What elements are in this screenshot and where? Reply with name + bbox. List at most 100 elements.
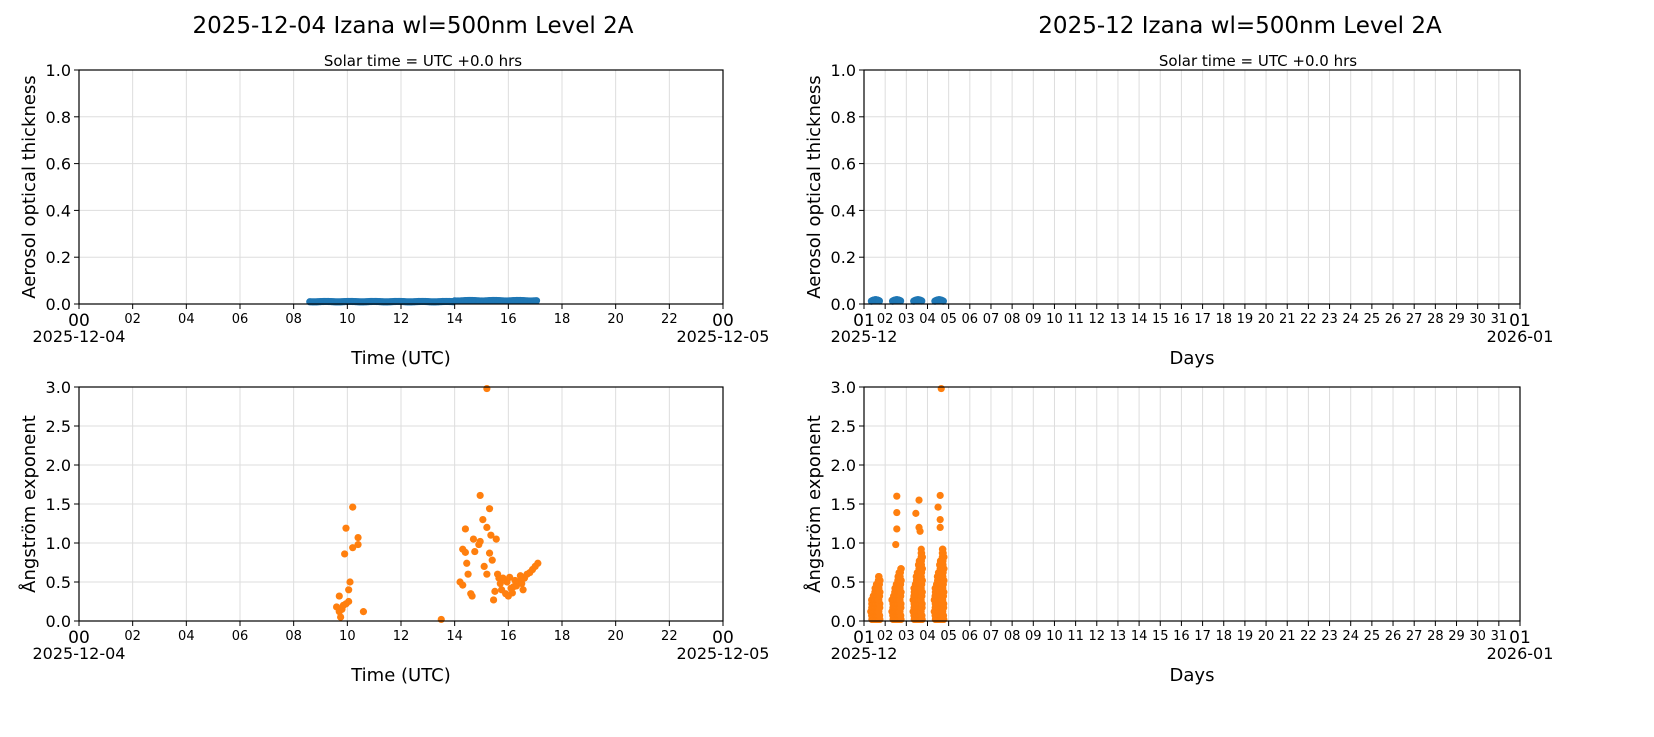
- data-point: [461, 548, 469, 556]
- x-date-left: 2025-12-04: [33, 327, 126, 346]
- data-point: [532, 297, 541, 305]
- data-point: [349, 503, 357, 511]
- x-tick-label: 15: [1152, 629, 1169, 644]
- data-point: [483, 570, 491, 578]
- y-tick-label: 0.4: [46, 201, 71, 220]
- data-point: [483, 523, 491, 532]
- y-tick-label: 1.0: [46, 534, 71, 553]
- x-tick-label: 28: [1427, 312, 1444, 327]
- monthly-aod-plot: 0.00.20.40.60.81.001 02 03 04 05 06 07 08 09 10 11…: [804, 61, 1553, 369]
- x-tick-label: 04: [919, 629, 936, 644]
- data-point: [897, 297, 905, 305]
- y-tick-label: 2.0: [46, 456, 71, 475]
- x-tick-label: 01: [853, 628, 875, 648]
- data-point: [463, 559, 471, 567]
- y-axis-label: Aerosol optical thickness: [19, 75, 40, 298]
- data-point: [915, 496, 923, 504]
- data-point: [506, 573, 514, 581]
- data-point: [939, 545, 947, 553]
- data-point: [335, 592, 343, 600]
- data-point: [471, 547, 479, 556]
- y-tick-label: 0.0: [46, 295, 71, 314]
- x-tick-label: 19: [1237, 312, 1254, 327]
- data-point: [342, 524, 350, 532]
- y-tick-label: 2.5: [46, 417, 71, 436]
- data-point: [485, 549, 494, 557]
- data-point: [516, 572, 525, 580]
- y-tick-label: 3.0: [831, 378, 856, 397]
- data-point: [359, 608, 368, 616]
- data-point: [936, 491, 944, 500]
- y-tick-label: 0.8: [831, 108, 856, 127]
- x-date-right: 2026-01: [1487, 644, 1554, 663]
- x-tick-label: 00: [68, 311, 90, 331]
- x-tick-label: 12: [393, 629, 410, 644]
- data-point: [469, 535, 478, 543]
- x-axis-label: Days: [1170, 665, 1215, 686]
- x-tick-label: 04: [178, 312, 195, 327]
- x-tick-label: 17: [1194, 629, 1211, 644]
- x-tick-label: 13: [1110, 312, 1127, 327]
- data-point: [483, 384, 491, 393]
- data-point: [492, 535, 500, 543]
- x-tick-label: 12: [1089, 312, 1106, 327]
- data-point: [337, 613, 345, 621]
- x-tick-label: 08: [285, 629, 302, 644]
- x-tick-label: 29: [1448, 629, 1465, 644]
- x-tick-label: 00: [68, 628, 90, 648]
- data-point: [892, 540, 900, 549]
- y-tick-label: 0.8: [46, 108, 71, 127]
- x-tick-label: 06: [962, 312, 979, 327]
- y-tick-label: 1.0: [831, 61, 856, 80]
- data-point: [893, 508, 901, 517]
- x-tick-label: 27: [1406, 312, 1423, 327]
- x-tick-label: 21: [1279, 629, 1296, 644]
- x-tick-label: 05: [940, 629, 957, 644]
- x-tick-label: 09: [1025, 629, 1042, 644]
- x-tick-label: 18: [1215, 629, 1232, 644]
- x-tick-label: 31: [1491, 312, 1508, 327]
- data-point: [476, 491, 484, 500]
- x-tick-label: 01: [1509, 628, 1531, 648]
- y-axis-label: Ångström exponent: [803, 415, 825, 593]
- x-date-right: 2025-12-05: [677, 327, 770, 346]
- x-tick-label: 16: [1173, 312, 1190, 327]
- y-tick-label: 1.0: [46, 61, 71, 80]
- x-tick-label: 22: [661, 312, 678, 327]
- y-tick-label: 0.5: [831, 573, 856, 592]
- x-tick-label: 30: [1469, 312, 1486, 327]
- x-tick-label: 02: [124, 312, 141, 327]
- x-tick-label: 06: [232, 312, 249, 327]
- x-tick-label: 24: [1342, 629, 1359, 644]
- data-point: [508, 589, 516, 597]
- x-tick-label: 10: [1046, 629, 1063, 644]
- x-tick-label: 06: [232, 629, 249, 644]
- x-tick-label: 22: [1300, 629, 1317, 644]
- x-date-right: 2025-12-05: [677, 644, 770, 663]
- y-axis-label: Aerosol optical thickness: [804, 75, 825, 298]
- x-axis-label: Time (UTC): [350, 665, 451, 686]
- axes-frame: [863, 386, 1521, 622]
- x-tick-label: 16: [500, 629, 517, 644]
- x-tick-label: 22: [661, 629, 678, 644]
- y-tick-label: 3.0: [46, 378, 71, 397]
- y-tick-label: 2.5: [831, 417, 856, 436]
- x-tick-label: 24: [1342, 312, 1359, 327]
- y-tick-label: 0.6: [831, 155, 856, 174]
- x-date-left: 2025-12: [831, 644, 898, 663]
- x-tick-label: 08: [285, 312, 302, 327]
- x-date-left: 2025-12: [831, 327, 898, 346]
- x-date-left: 2025-12-04: [33, 644, 126, 663]
- x-tick-label: 01: [1509, 311, 1531, 331]
- x-tick-label: 11: [1067, 629, 1084, 644]
- data-point: [496, 579, 504, 588]
- data-point: [485, 505, 494, 513]
- data-point: [354, 540, 362, 549]
- x-tick-label: 20: [607, 312, 624, 327]
- data-point: [345, 586, 353, 594]
- x-tick-label: 27: [1406, 629, 1423, 644]
- data-point: [354, 533, 362, 542]
- x-tick-label: 04: [919, 312, 936, 327]
- x-tick-label: 02: [877, 312, 894, 327]
- data-point: [437, 615, 445, 624]
